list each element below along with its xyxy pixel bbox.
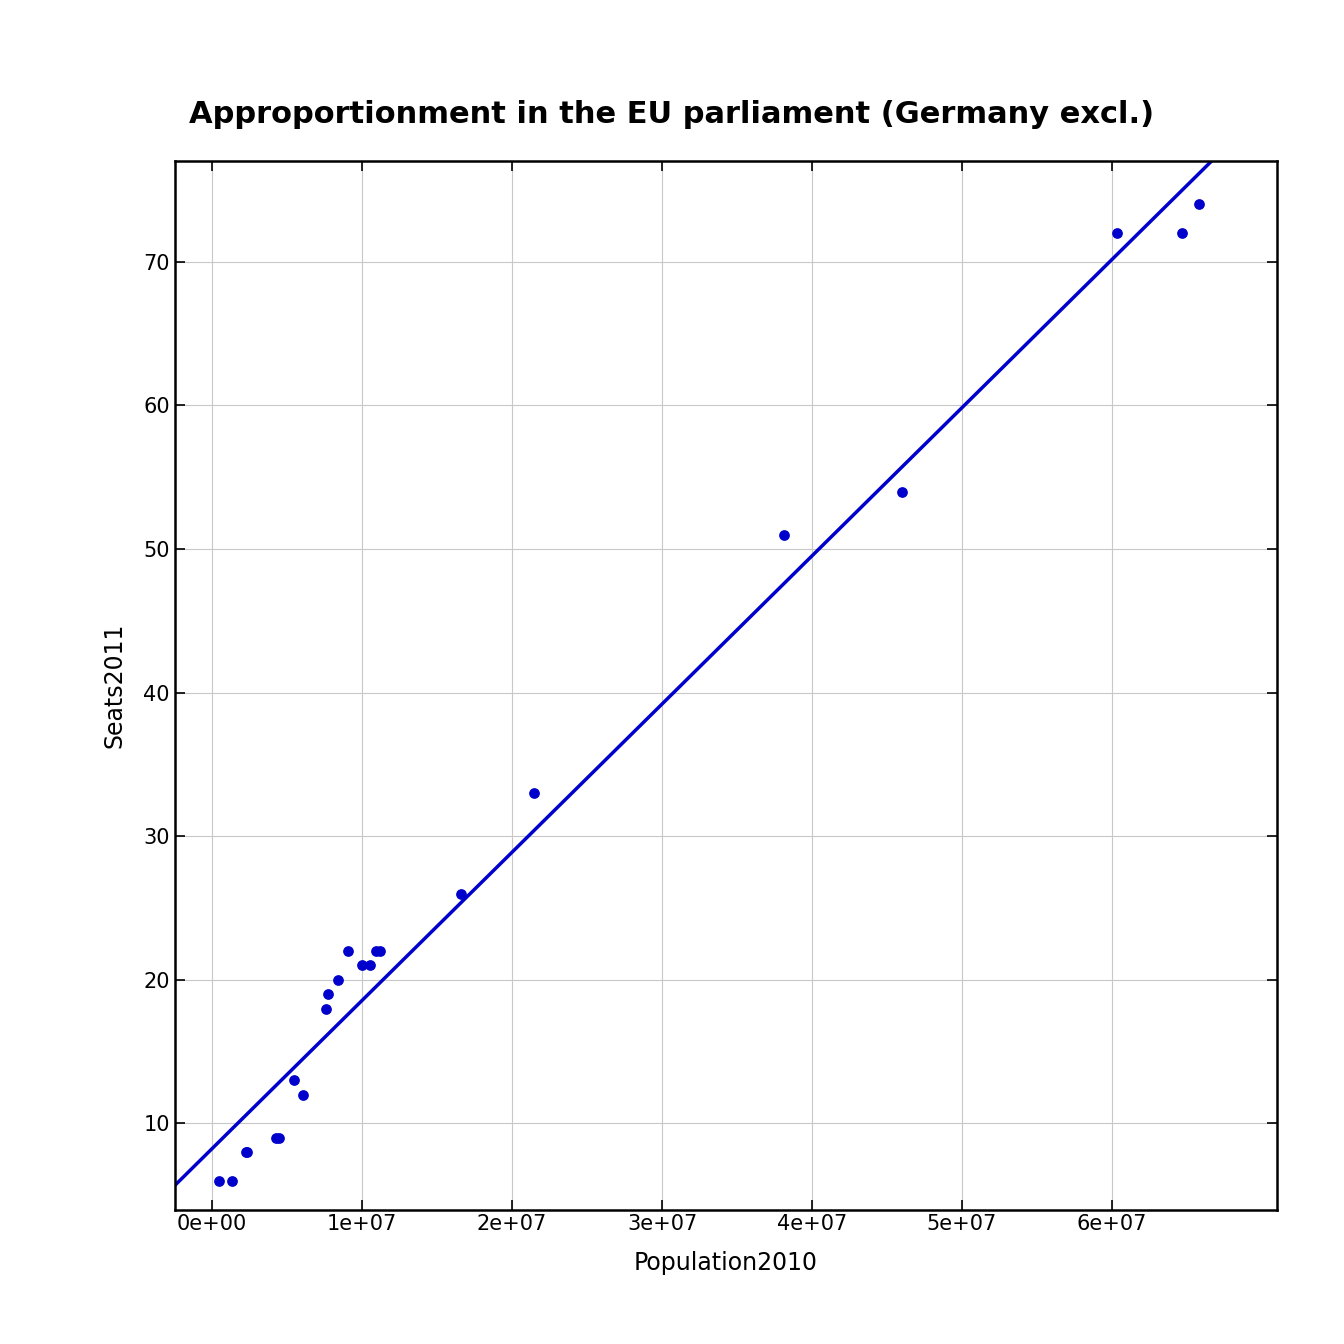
Point: [1106, 222, 1128, 243]
Point: [1171, 222, 1192, 243]
Point: [891, 481, 913, 503]
Point: [293, 1085, 314, 1106]
Point: [359, 954, 380, 976]
Point: [208, 1171, 230, 1192]
Point: [351, 954, 372, 976]
Point: [316, 997, 337, 1019]
Point: [523, 782, 544, 804]
Point: [450, 883, 472, 905]
Point: [265, 1128, 286, 1149]
Point: [222, 1171, 243, 1192]
Point: [1188, 194, 1210, 215]
Point: [269, 1128, 290, 1149]
X-axis label: Population2010: Population2010: [634, 1251, 817, 1275]
Point: [235, 1141, 257, 1163]
Point: [366, 941, 387, 962]
Point: [317, 984, 339, 1005]
Point: [284, 1070, 305, 1091]
Text: Approportionment in the EU parliament (Germany excl.): Approportionment in the EU parliament (G…: [190, 99, 1154, 129]
Point: [370, 941, 391, 962]
Y-axis label: Seats2011: Seats2011: [102, 622, 126, 749]
Point: [337, 941, 359, 962]
Point: [328, 969, 349, 991]
Point: [774, 524, 796, 546]
Point: [235, 1141, 257, 1163]
